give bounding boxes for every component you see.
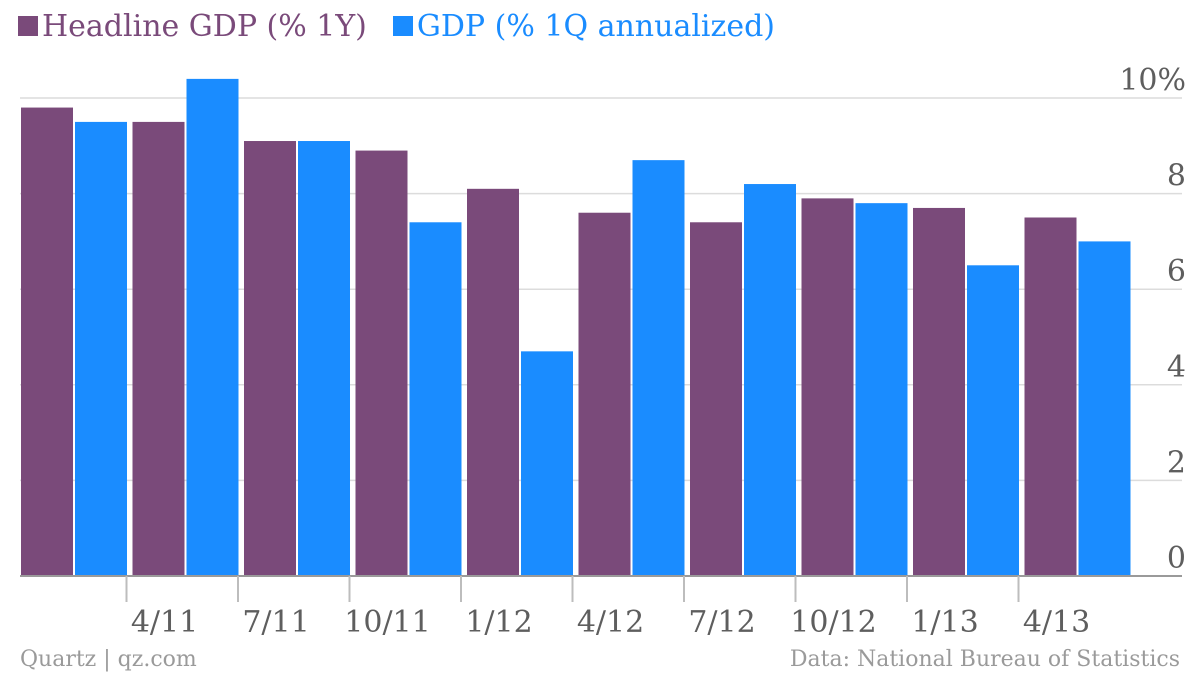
bar-headline-gdp: [21, 107, 73, 576]
bar-gdp-annualized: [298, 141, 350, 576]
legend-label-gdp-annualized: GDP (% 1Q annualized): [416, 8, 775, 44]
bar-headline-gdp: [355, 150, 408, 576]
y-tick-label: 2: [1167, 445, 1186, 480]
bar-headline-gdp: [1024, 217, 1077, 576]
bar-gdp-annualized: [967, 265, 1019, 576]
x-tick-label: 10/12: [790, 605, 876, 640]
bar-headline-gdp: [578, 212, 631, 576]
legend-swatch-headline-gdp: [18, 16, 38, 36]
x-tick-label: 4/12: [577, 605, 644, 640]
legend-item-headline-gdp: Headline GDP (% 1Y): [18, 9, 367, 44]
bar-gdp-annualized: [744, 184, 796, 577]
y-tick-label: 10%: [1119, 63, 1186, 98]
legend: Headline GDP (% 1Y) GDP (% 1Q annualized…: [18, 4, 801, 48]
legend-label-headline-gdp: Headline GDP (% 1Y): [42, 8, 367, 44]
x-tick-label: 7/12: [688, 605, 755, 640]
bar-headline-gdp: [690, 222, 742, 576]
bar-headline-gdp: [801, 198, 854, 576]
bar-gdp-annualized: [186, 78, 239, 576]
legend-item-gdp-annualized: GDP (% 1Q annualized): [392, 8, 775, 44]
bar-gdp-annualized: [521, 351, 573, 576]
x-tick-label: 10/11: [344, 605, 430, 640]
bar-gdp-annualized: [855, 203, 908, 576]
y-tick-label: 0: [1167, 541, 1186, 576]
bar-headline-gdp: [244, 141, 296, 576]
x-tick-label: 7/11: [242, 605, 309, 640]
x-tick-label: 4/13: [1023, 605, 1090, 640]
x-tick-label: 1/13: [911, 605, 978, 640]
x-tick-label: 4/11: [131, 605, 198, 640]
bar-gdp-annualized: [632, 160, 685, 576]
y-tick-label: 8: [1167, 159, 1186, 194]
y-tick-label: 4: [1167, 350, 1186, 385]
bar-gdp-annualized: [409, 222, 462, 576]
bar-headline-gdp: [132, 121, 185, 577]
bar-gdp-annualized: [75, 121, 127, 577]
footer-data-source: Data: National Bureau of Statistics: [789, 647, 1180, 672]
y-tick-label: 6: [1167, 254, 1186, 289]
footer-source-credit: Quartz | qz.com: [20, 647, 197, 672]
bar-gdp-annualized: [1078, 241, 1131, 576]
bar-headline-gdp: [913, 207, 965, 576]
legend-swatch-gdp-annualized: [392, 16, 413, 36]
bar-headline-gdp: [467, 188, 519, 576]
x-tick-label: 1/12: [465, 605, 532, 640]
